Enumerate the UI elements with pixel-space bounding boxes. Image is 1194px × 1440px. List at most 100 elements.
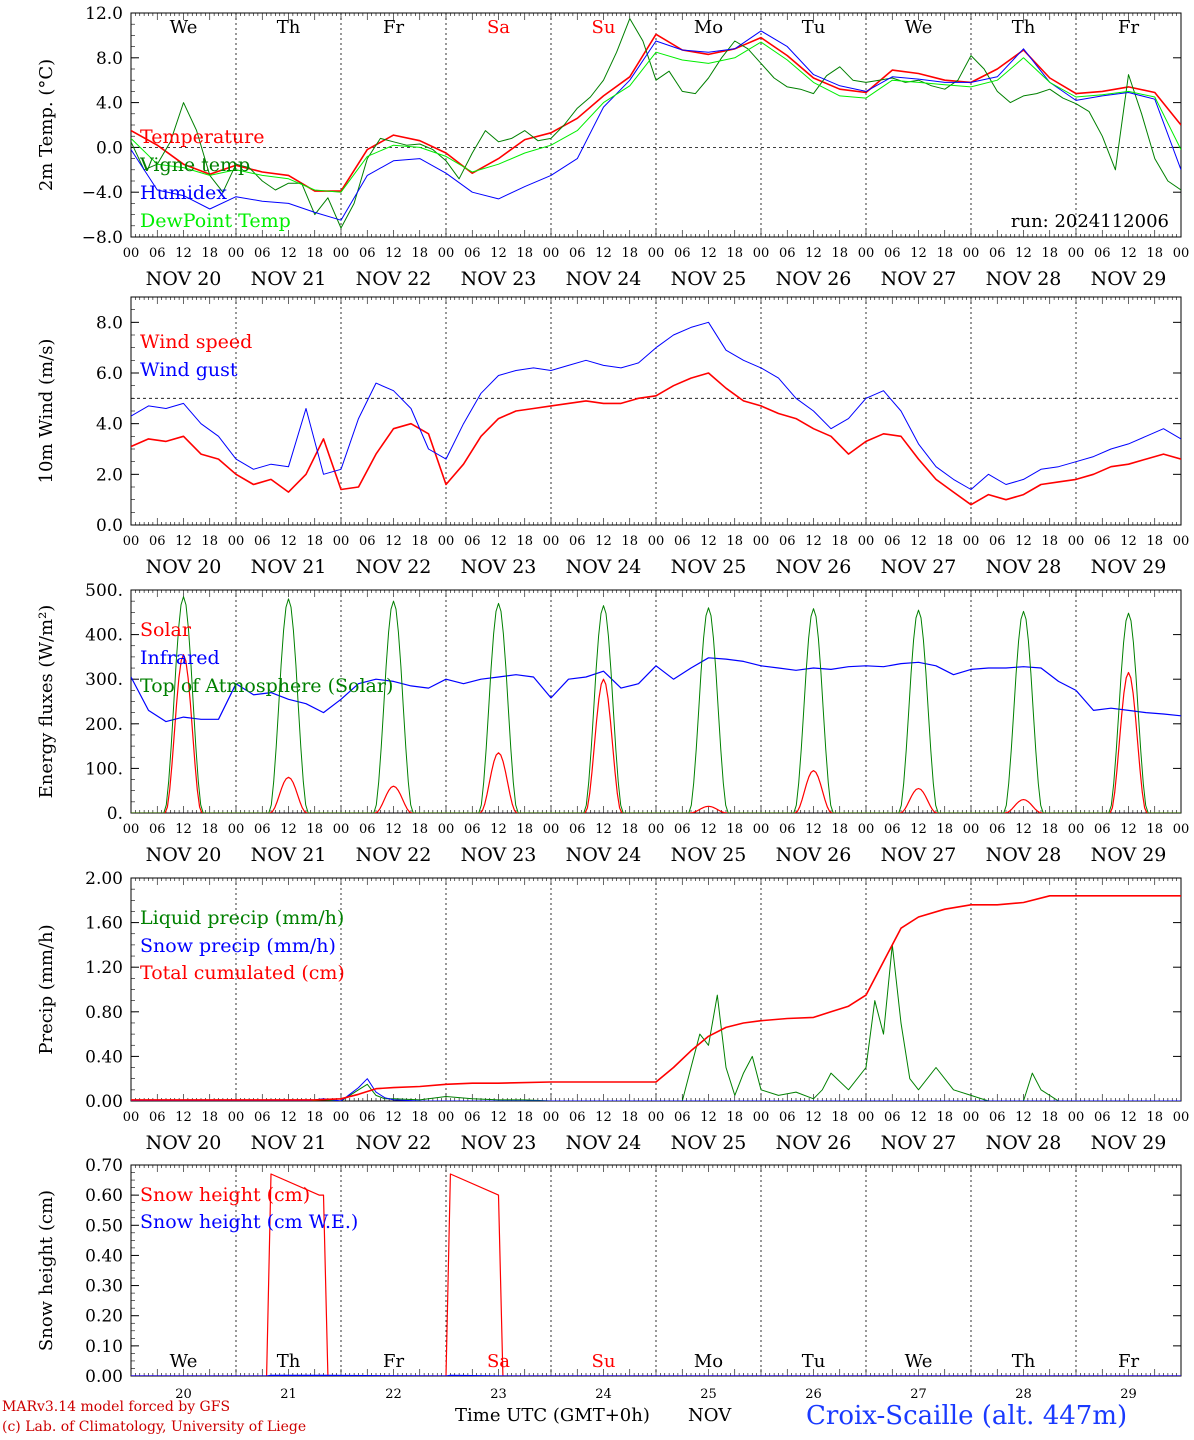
y-tick-label: 0.0	[96, 516, 123, 536]
hour-tick-label: 00	[228, 534, 245, 549]
hour-tick-label: 06	[149, 246, 166, 261]
hour-tick-label: 00	[858, 1110, 875, 1125]
date-label: NOV 28	[986, 268, 1062, 290]
date-label: NOV 28	[986, 556, 1062, 578]
y-tick-label: −8.0	[82, 228, 123, 248]
hour-tick-label: 06	[884, 1110, 901, 1125]
y-axis-label: Precip (mm/h)	[36, 924, 57, 1054]
panel-2: 8.0 6.0 4.0 2.0 0.0 10m Wind (m/s) 00 06 12 18 NOV…	[36, 296, 1189, 578]
hour-tick-label: 12	[280, 246, 297, 261]
day-of-week-label: Su	[592, 17, 616, 38]
hour-tick-label: 12	[805, 534, 822, 549]
legend-entry: Top of Atmosphere (Solar)	[140, 675, 393, 697]
date-label: NOV 25	[671, 844, 747, 866]
y-tick-label: 0.30	[85, 1277, 123, 1297]
panel-5: 0.70 0.60 0.50 0.40 0.30 0.20 0.10 0.00 Snow hei…	[36, 1156, 1182, 1402]
hour-tick-label: 12	[910, 1110, 927, 1125]
y-tick-label: 8.0	[96, 49, 123, 69]
hour-tick-label: 18	[516, 246, 533, 261]
hour-tick-label: 18	[936, 822, 953, 837]
date-number-label: 21	[280, 1387, 297, 1402]
date-label: NOV 24	[566, 844, 642, 866]
hour-tick-label: 12	[700, 534, 717, 549]
hour-tick-label: 12	[595, 822, 612, 837]
series-line-infrared	[131, 657, 1181, 723]
y-tick-label: 1.60	[85, 914, 123, 934]
hour-tick-label: 12	[490, 822, 507, 837]
hour-tick-label: 06	[674, 246, 691, 261]
hour-tick-label: 06	[674, 1110, 691, 1125]
hour-tick-label: 18	[831, 534, 848, 549]
date-label: NOV 25	[671, 1132, 747, 1154]
hour-tick-label: 12	[280, 1110, 297, 1125]
day-of-week-label: We	[905, 1351, 933, 1372]
hour-tick-label: 00	[1068, 246, 1085, 261]
panel-frame	[130, 296, 1182, 526]
series-line-wind-gust	[131, 321, 1181, 490]
hour-tick-label: 00	[1068, 822, 1085, 837]
hour-tick-label: 06	[989, 822, 1006, 837]
hour-tick-label: 06	[779, 246, 796, 261]
date-label: NOV 27	[881, 1132, 957, 1154]
y-tick-label: 0.40	[85, 1246, 123, 1266]
hour-tick-label: 18	[201, 822, 218, 837]
hour-tick-label: 12	[805, 246, 822, 261]
legend-entry: Humidex	[140, 182, 227, 204]
legend-entry: Snow height (cm W.E.)	[140, 1211, 358, 1233]
hour-tick-label: 12	[385, 534, 402, 549]
hour-tick-label: 06	[779, 1110, 796, 1125]
hour-tick-label: 12	[1120, 534, 1137, 549]
y-tick-label: 8.0	[96, 313, 123, 333]
hour-tick-label: 06	[569, 534, 586, 549]
hour-tick-label: 12	[910, 534, 927, 549]
y-tick-label: 400.	[85, 626, 123, 646]
y-tick-label: 0.80	[85, 1003, 123, 1023]
day-of-week-label: Mo	[694, 17, 723, 38]
hour-tick-label: 00	[1173, 246, 1190, 261]
hour-tick-label: 00	[753, 1110, 770, 1125]
day-of-week-label: Th	[1012, 1351, 1036, 1372]
hour-tick-label: 12	[1015, 1110, 1032, 1125]
hour-tick-label: 06	[149, 1110, 166, 1125]
date-label: NOV 24	[566, 268, 642, 290]
hour-tick-label: 12	[1120, 822, 1137, 837]
day-of-week-label: Tu	[802, 17, 826, 38]
date-label: NOV 20	[146, 268, 222, 290]
hour-tick-label: 00	[858, 246, 875, 261]
hour-tick-label: 06	[884, 822, 901, 837]
y-tick-label: 300.	[85, 670, 123, 690]
hour-tick-label: 12	[700, 246, 717, 261]
hour-tick-label: 00	[963, 822, 980, 837]
hour-tick-label: 18	[306, 1110, 323, 1125]
hour-tick-label: 06	[674, 822, 691, 837]
hour-tick-label: 00	[1068, 1110, 1085, 1125]
date-label: NOV 22	[356, 556, 432, 578]
hour-tick-label: 06	[464, 1110, 481, 1125]
hour-tick-label: 12	[175, 1110, 192, 1125]
hour-tick-label: 00	[333, 534, 350, 549]
series-line-dewpoint-temp	[131, 41, 1181, 193]
date-label: NOV 27	[881, 268, 957, 290]
y-tick-label: 6.0	[96, 364, 123, 384]
date-label: NOV 21	[251, 556, 327, 578]
hour-tick-label: 00	[123, 246, 140, 261]
y-tick-label: 0.70	[85, 1156, 123, 1176]
hour-tick-label: 00	[228, 246, 245, 261]
hour-tick-label: 06	[1094, 246, 1111, 261]
hour-tick-label: 06	[1094, 822, 1111, 837]
day-of-week-label: Su	[592, 1351, 616, 1372]
hour-tick-label: 18	[1146, 246, 1163, 261]
hour-tick-label: 06	[149, 534, 166, 549]
series-line-wind-speed	[131, 372, 1181, 506]
day-of-week-label: Th	[277, 17, 301, 38]
date-label: NOV 20	[146, 556, 222, 578]
hour-tick-label: 18	[936, 1110, 953, 1125]
y-tick-label: 0.00	[85, 1092, 123, 1112]
hour-tick-label: 06	[569, 822, 586, 837]
hour-tick-label: 06	[464, 246, 481, 261]
hour-tick-label: 06	[884, 246, 901, 261]
day-of-week-label: We	[170, 17, 198, 38]
hour-tick-label: 06	[1094, 534, 1111, 549]
hour-tick-label: 06	[569, 246, 586, 261]
hour-tick-label: 18	[201, 534, 218, 549]
